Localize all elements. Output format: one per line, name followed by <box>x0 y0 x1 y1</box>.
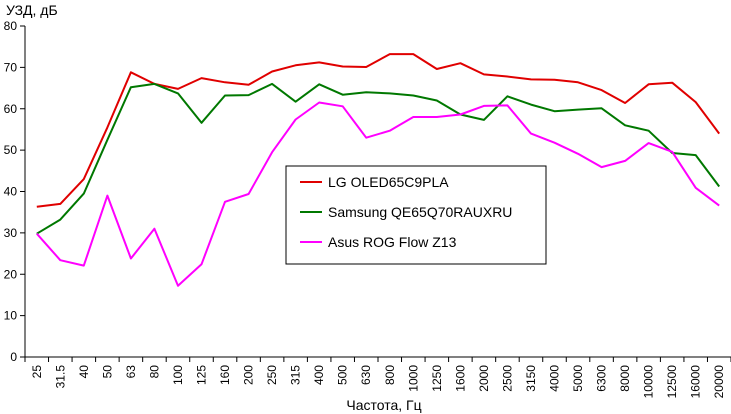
x-tick-label: 125 <box>195 365 209 385</box>
y-tick-label: 0 <box>10 350 17 364</box>
x-tick-label: 10000 <box>642 365 656 399</box>
x-tick-label: 630 <box>359 365 373 385</box>
axes: 0 10 20 30 40 50 60 70 80 25 31.5 40 50 63 80 100 125 160… <box>4 19 731 398</box>
x-tick-label: 200 <box>242 365 256 385</box>
y-tick-label: 60 <box>4 102 18 116</box>
x-tick-label: 400 <box>312 365 326 385</box>
legend-label: Samsung QE65Q70RAUXRU <box>328 204 512 220</box>
x-tick-label: 20000 <box>712 365 726 399</box>
x-tick-label: 31.5 <box>53 365 67 389</box>
x-tick-label: 8000 <box>618 365 632 392</box>
y-tick-label: 20 <box>4 267 18 281</box>
x-tick-label: 1000 <box>406 365 420 392</box>
x-tick-label: 25 <box>30 365 44 379</box>
y-tick-label: 40 <box>4 185 18 199</box>
legend-label: LG OLED65C9PLA <box>328 174 449 190</box>
series-line <box>36 82 721 235</box>
series-lines <box>36 53 721 287</box>
y-tick-label: 30 <box>4 226 18 240</box>
x-tick-label: 315 <box>289 365 303 385</box>
legend-box <box>285 165 547 265</box>
legend: LG OLED65C9PLA Samsung QE65Q70RAUXRU Asus … <box>285 165 547 265</box>
y-axis-label: УЗД, дБ <box>6 2 58 18</box>
x-tick-label: 2000 <box>477 365 491 392</box>
x-tick-label: 1250 <box>430 365 444 392</box>
x-tick-label: 4000 <box>548 365 562 392</box>
x-tick-label: 80 <box>147 365 161 379</box>
y-tick-label: 10 <box>4 309 18 323</box>
x-tick-label: 16000 <box>689 365 703 399</box>
series-line <box>36 101 720 287</box>
x-tick-label: 40 <box>77 365 91 379</box>
y-tick-label: 50 <box>4 143 18 157</box>
x-tick-label: 63 <box>124 365 138 379</box>
x-tick-label: 250 <box>265 365 279 385</box>
x-tick-label: 1600 <box>453 365 467 392</box>
x-tick-label: 160 <box>218 365 232 385</box>
x-tick-label: 12500 <box>665 365 679 399</box>
x-tick-label: 6300 <box>595 365 609 392</box>
x-tick-label: 100 <box>171 365 185 385</box>
x-tick-label: 2500 <box>500 365 514 392</box>
legend-label: Asus ROG Flow Z13 <box>328 234 457 250</box>
series-line <box>36 53 721 208</box>
x-tick-label: 500 <box>336 365 350 385</box>
x-tick-label: 50 <box>100 365 114 379</box>
x-tick-label: 5000 <box>571 365 585 392</box>
x-axis-label: Частота, Гц <box>346 397 421 413</box>
x-tick-label: 3150 <box>524 365 538 392</box>
y-tick-label: 70 <box>4 60 18 74</box>
y-tick-label: 80 <box>4 19 18 33</box>
x-tick-label: 800 <box>383 365 397 385</box>
